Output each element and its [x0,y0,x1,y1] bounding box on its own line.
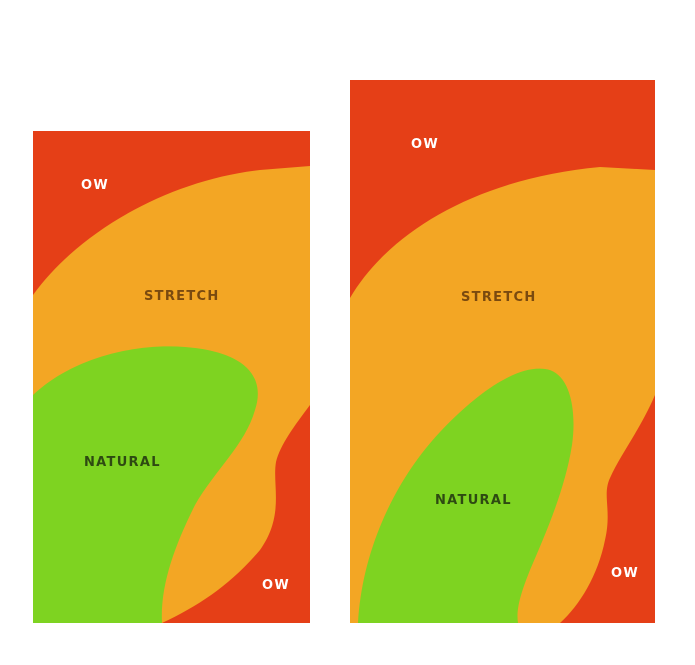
phone-large-ow-bottom-label: OW [611,566,639,581]
phone-large: OW STRETCH NATURAL OW [350,80,655,623]
phone-large-stretch-label: STRETCH [461,290,537,305]
phone-small-ow-top-label: OW [81,178,109,193]
phone-small-natural-zone [33,346,258,623]
phone-small-ow-bottom-label: OW [262,578,290,593]
phone-small: OW STRETCH NATURAL OW [33,131,310,623]
phone-large-natural-label: NATURAL [435,493,512,508]
phone-small-natural-label: NATURAL [84,455,161,470]
phone-large-ow-top-label: OW [411,137,439,152]
phone-large-natural-zone [358,368,574,623]
phone-small-stretch-label: STRETCH [144,289,220,304]
